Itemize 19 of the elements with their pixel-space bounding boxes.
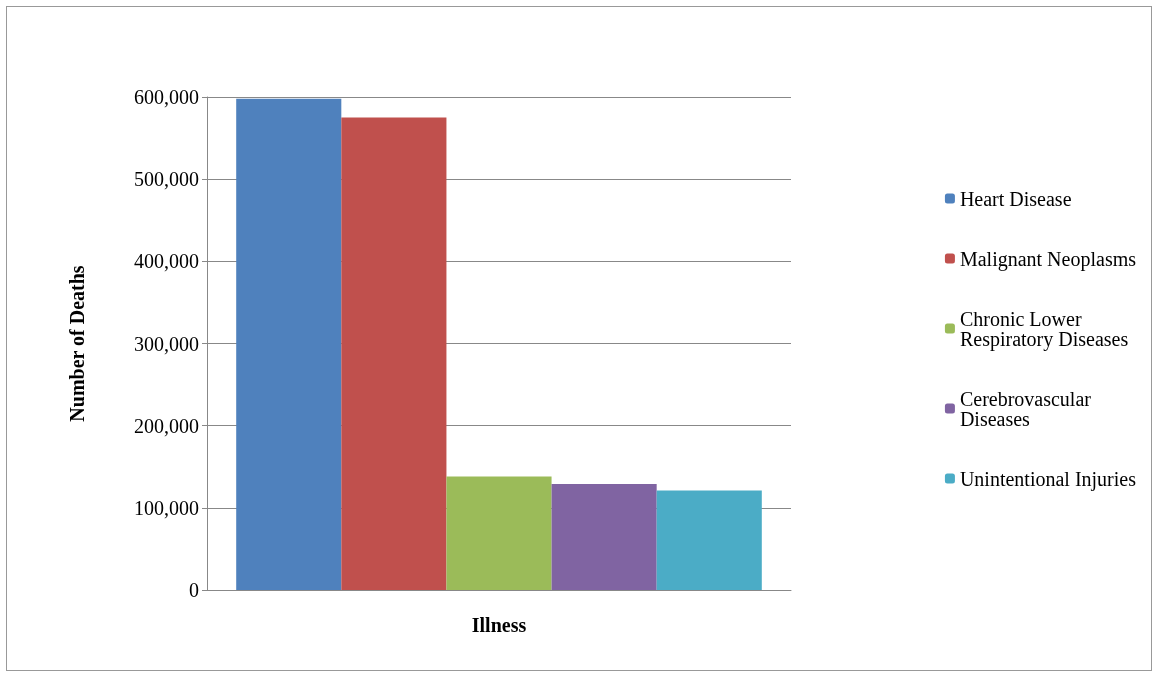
- legend-label: Cerebrovascular Diseases: [959, 387, 1096, 430]
- bar: [446, 476, 552, 590]
- legend-label: Chronic Lower Respiratory Diseases: [959, 307, 1129, 351]
- y-tick-label: 200,000: [134, 414, 199, 437]
- y-tick-label: 500,000: [134, 168, 199, 191]
- legend-label: Malignant Neoplasms: [959, 247, 1137, 271]
- y-tick-label: 600,000: [134, 86, 199, 108]
- bar: [656, 490, 762, 590]
- bar: [551, 484, 657, 590]
- x-axis-title: Illness: [471, 614, 527, 636]
- bar: [236, 98, 342, 590]
- y-tick-label: 300,000: [134, 332, 199, 355]
- legend-label: Unintentional Injuries: [959, 467, 1137, 491]
- y-axis-title: Number of Deaths: [66, 265, 88, 422]
- bar: [341, 117, 447, 590]
- y-tick-label: 400,000: [134, 250, 199, 273]
- y-tick-label: 100,000: [134, 496, 199, 519]
- legend-label: Heart Disease: [959, 187, 1072, 210]
- y-tick-label: 0: [189, 579, 199, 601]
